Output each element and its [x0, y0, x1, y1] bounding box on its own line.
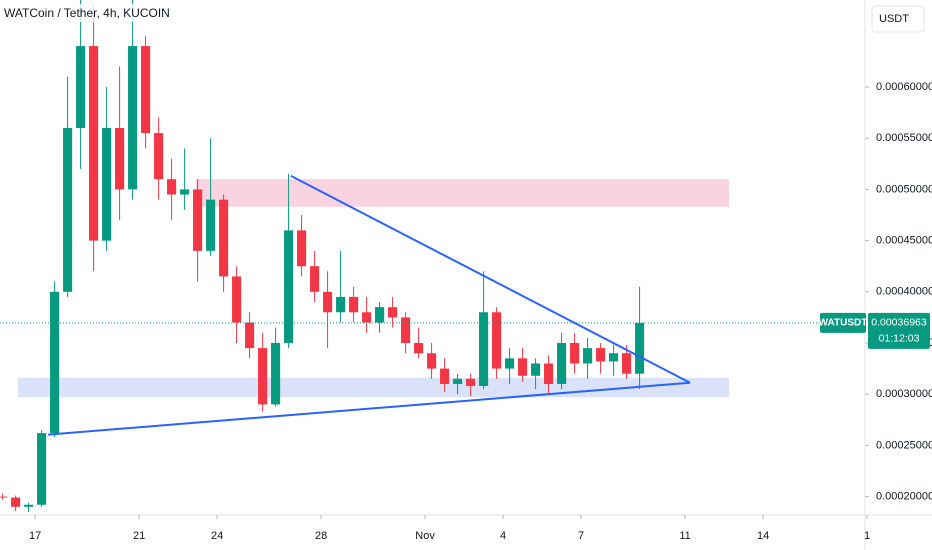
- y-tick-label: 0.00055000: [876, 132, 932, 144]
- candle-body: [89, 46, 99, 241]
- candle-body: [336, 296, 346, 313]
- candle-body: [375, 307, 385, 323]
- candle-body: [24, 504, 34, 507]
- candle-body: [284, 230, 294, 343]
- candle-body: [505, 358, 515, 369]
- symbol-tag: [820, 312, 866, 333]
- candle-body: [154, 133, 164, 180]
- x-tick-label: Nov: [415, 530, 435, 542]
- trendline: [48, 381, 691, 436]
- candle-body: [76, 46, 86, 128]
- candle-body: [37, 433, 47, 505]
- candle-body: [479, 312, 489, 386]
- y-tick-label: 0.00045000: [876, 235, 932, 247]
- candle-body: [258, 348, 268, 405]
- candle-body: [180, 189, 190, 195]
- trendline: [290, 175, 691, 384]
- candle-body: [206, 199, 216, 251]
- symbol-tag-label: WATUSDT: [819, 318, 868, 329]
- y-tick-label: 0.00020000: [876, 490, 932, 502]
- candle-body: [622, 353, 632, 374]
- currency-button[interactable]: [871, 5, 925, 33]
- x-tick-label: 21: [133, 530, 145, 542]
- countdown-label: 01:12:03: [879, 333, 920, 345]
- currency-button-label[interactable]: USDT: [879, 13, 909, 25]
- y-tick-label: 0.00030000: [876, 388, 932, 400]
- x-tick-label: 17: [29, 530, 41, 542]
- x-tick-label: 11: [679, 530, 690, 542]
- candle-body: [141, 46, 151, 134]
- y-tick-label: 0.00060000: [876, 81, 932, 93]
- candle-body: [596, 348, 606, 362]
- y-tick-label: 0.00025000: [876, 439, 932, 451]
- price-tag-label: 0.00036963: [871, 317, 927, 329]
- x-tick-label: 1: [864, 530, 870, 542]
- x-tick-label: 7: [578, 530, 584, 542]
- candle-body: [310, 266, 320, 292]
- candle-body: [492, 312, 502, 369]
- candle-body: [427, 353, 437, 369]
- candle-body: [388, 307, 398, 318]
- candle-body: [219, 199, 229, 277]
- candle-body: [297, 230, 307, 267]
- candle-body: [518, 358, 528, 376]
- y-tick-label: 0.00040000: [876, 286, 932, 298]
- candle-body: [531, 363, 541, 376]
- candle-body: [323, 291, 333, 313]
- y-tick-label: 0.00050000: [876, 183, 932, 195]
- candle-body: [245, 322, 255, 349]
- x-tick-label: 14: [757, 530, 769, 542]
- title-backdrop: [0, 4, 205, 22]
- candle-body: [11, 497, 21, 507]
- candle-body: [583, 348, 593, 364]
- candle-body: [349, 296, 359, 313]
- candle-body: [232, 276, 242, 323]
- candle-body: [193, 189, 203, 251]
- candle-body: [50, 291, 60, 434]
- candle-body: [635, 322, 645, 374]
- x-tick-label: 24: [211, 530, 223, 542]
- candle-body: [570, 342, 580, 364]
- candle-body: [466, 378, 476, 386]
- chart-title: WATCoin / Tether, 4h, KUCOIN: [4, 6, 170, 20]
- price-tag: [868, 312, 930, 349]
- candle-body: [440, 368, 450, 384]
- candle-body: [128, 46, 138, 190]
- candle-body: [609, 353, 619, 362]
- candle-body: [0, 496, 8, 498]
- plot-area: [0, 0, 865, 512]
- candle-body: [63, 127, 73, 292]
- candle-body: [401, 317, 411, 343]
- candle-body: [453, 378, 463, 384]
- candle-body: [167, 179, 177, 195]
- x-tick-label: 4: [500, 530, 506, 542]
- candle-body: [271, 342, 281, 405]
- candle-body: [102, 127, 112, 241]
- candle-body: [414, 342, 424, 354]
- candle-body: [544, 363, 554, 384]
- candle-body: [557, 342, 567, 384]
- candle-body: [362, 312, 372, 323]
- zone: [196, 179, 730, 207]
- candle-body: [115, 127, 125, 190]
- x-tick-label: 28: [315, 530, 327, 542]
